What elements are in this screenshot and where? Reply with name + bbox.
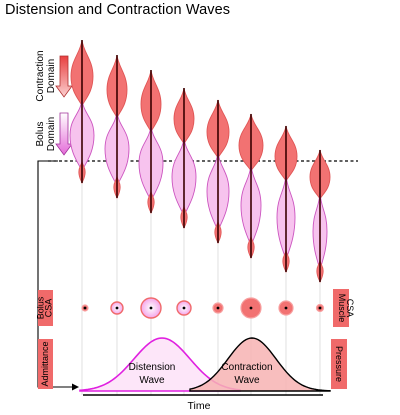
- svg-text:Domain: Domain: [46, 117, 57, 151]
- contraction-domain-label: Contraction Domain: [35, 50, 57, 101]
- center-dot: [216, 306, 220, 310]
- down-arrow-red-icon: [55, 55, 73, 98]
- bolus-profiles: [69, 39, 331, 284]
- admittance-box: [38, 339, 53, 389]
- down-arrow-pink-icon: [55, 112, 73, 156]
- bolus-profile-7: [274, 125, 298, 274]
- bolus-domain-label: Bolus Domain: [35, 117, 57, 151]
- pressure-label: Pressure: [334, 346, 344, 382]
- csa-circle-6: [240, 297, 262, 319]
- time-label: Time: [188, 400, 211, 412]
- figure-title: Distension and Contraction Waves: [5, 2, 231, 18]
- distension-wave-label-line1: Distension: [129, 362, 176, 373]
- bolus-profile-5: [206, 99, 230, 245]
- bolus-csa-label-line1: Bolus: [36, 296, 46, 319]
- bolus-csa-label-line2: CSA: [44, 299, 54, 318]
- center-dot: [284, 306, 288, 310]
- svg-text:Domain: Domain: [46, 59, 57, 93]
- center-dot: [115, 306, 119, 310]
- admittance-label: Admittance: [40, 341, 50, 386]
- csa-circle-7: [278, 300, 294, 316]
- csa-circles: [81, 297, 325, 319]
- csa-circle-2: [110, 301, 124, 315]
- contraction-wave-label-line1: Contraction: [221, 362, 272, 373]
- csa-circle-8: [315, 303, 325, 313]
- center-dot: [83, 306, 87, 310]
- contraction-wave-label-line2: Wave: [234, 375, 260, 386]
- center-dot: [249, 306, 253, 310]
- contraction-wave-curve: [189, 337, 331, 392]
- csa-circle-1: [81, 304, 89, 312]
- bolus-profile-8: [309, 149, 331, 284]
- csa-circle-4: [176, 300, 192, 316]
- pressure-box: [331, 339, 347, 389]
- bolus-profile-6: [238, 113, 264, 260]
- svg-text:Bolus: Bolus: [35, 121, 46, 146]
- csa-circle-3: [140, 297, 162, 319]
- center-dot: [149, 306, 153, 310]
- bolus-profile-3: [138, 69, 164, 215]
- muscle-csa-label-line1: Muscle: [337, 294, 347, 323]
- distension-wave-label-line2: Wave: [139, 375, 165, 386]
- svg-text:Contraction: Contraction: [35, 50, 46, 101]
- muscle-csa-label-line2: CSA: [345, 299, 355, 318]
- muscle-csa-box: [333, 289, 349, 327]
- bolus-profile-1: [69, 39, 95, 185]
- center-dot: [182, 306, 186, 310]
- bracket-connector: [37, 160, 72, 388]
- bolus-csa-box: [38, 290, 53, 326]
- bolus-profile-4: [171, 87, 197, 230]
- bolus-profile-2: [104, 54, 130, 200]
- csa-circle-5: [212, 302, 224, 314]
- center-dot: [318, 306, 322, 310]
- right-arrow-icon: [72, 383, 79, 391]
